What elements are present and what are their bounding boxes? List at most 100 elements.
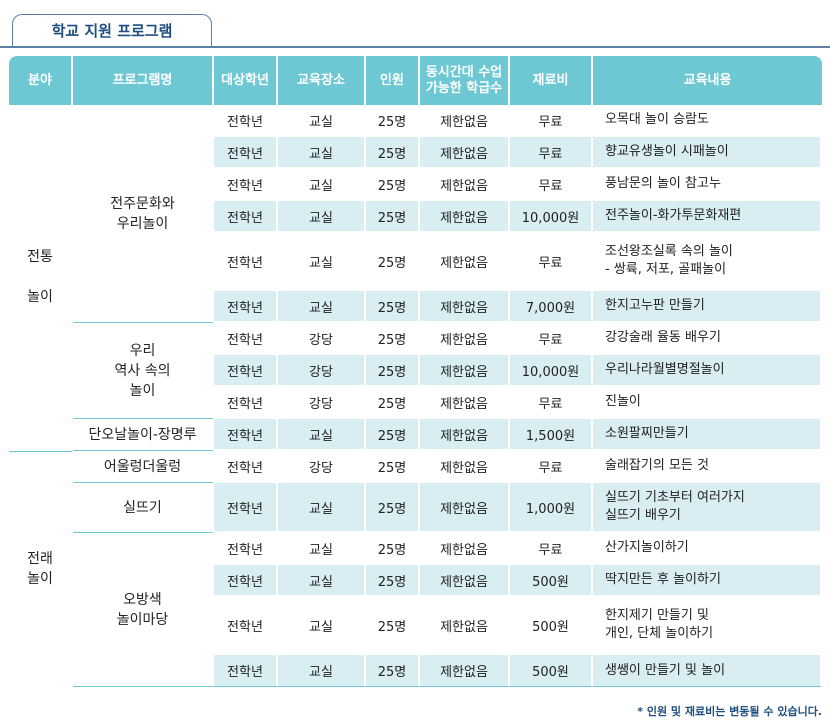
text-line: 풍남문의 놀이 참고누 [605, 176, 721, 191]
footnote: * 인원 및 재료비는 변동될 수 있습니다. [637, 705, 822, 718]
classes-cell: 제한없음 [420, 565, 510, 597]
people-cell: 25명 [366, 169, 420, 201]
grade-cell: 전학년 [214, 565, 278, 597]
classes-cell: 제한없음 [420, 137, 510, 169]
place-cell: 강당 [278, 451, 366, 483]
people-cell: 25명 [366, 483, 420, 533]
classes-cell: 제한없음 [420, 323, 510, 355]
classes-cell: 제한없음 [420, 387, 510, 419]
place-cell: 교실 [278, 655, 366, 687]
grade-cell: 전학년 [214, 323, 278, 355]
content-cell: 생쌩이 만들기 및 놀이 [593, 655, 822, 687]
grade-cell: 전학년 [214, 169, 278, 201]
place-cell: 강당 [278, 355, 366, 387]
fee-cell: 무료 [510, 387, 593, 419]
content-cell: 강강술래 율동 배우기 [593, 323, 822, 355]
text-line: 우리나라월별명절놀이 [605, 362, 725, 377]
text-line: 한지제기 만들기 및 [605, 608, 709, 623]
fee-cell: 10,000원 [510, 355, 593, 387]
place-cell: 교실 [278, 137, 366, 169]
fee-cell: 500원 [510, 597, 593, 655]
grade-cell: 전학년 [214, 355, 278, 387]
column-header: 동시간대 수업 가능한 학급수 [420, 56, 510, 105]
table-row: 전학년 교실 25명 제한없음 무료 풍남문의 놀이 참고누 [9, 169, 822, 201]
place-cell: 교실 [278, 597, 366, 655]
text-line: - 쌍륙, 저포, 골패놀이 [605, 262, 727, 277]
grade-cell: 전학년 [214, 291, 278, 323]
category-cell: 전통 놀이 [9, 105, 73, 451]
content-cell: 소원팔찌만들기 [593, 419, 822, 451]
people-cell: 25명 [366, 105, 420, 137]
fee-cell: 무료 [510, 105, 593, 137]
text-line: 전주놀이-화가투문화재편 [605, 208, 742, 223]
table-row: 전학년 교실 25명 제한없음 무료 조선왕조실록 속의 놀이 - 쌍륙, 저포, 골패놀이 [9, 233, 822, 291]
text-line: 오방색 [123, 591, 162, 608]
text-line: 조선왕조실록 속의 놀이 [605, 244, 733, 259]
text-line: 우리놀이 [116, 215, 169, 232]
classes-cell: 제한없음 [420, 451, 510, 483]
fee-cell: 500원 [510, 565, 593, 597]
grade-cell: 전학년 [214, 597, 278, 655]
table-row: 전통 놀이 전주문화와 우리놀이 전학년 교실 25명 제한없음 무료 오목대 놀이 승람도 [9, 105, 822, 451]
people-cell: 25명 [366, 291, 420, 323]
text-line: 분야 [28, 72, 52, 88]
table-body: 전통 놀이 전주문화와 우리놀이 전학년 교실 25명 제한없음 무료 오목대 놀이 승람도 전학… [9, 105, 822, 687]
grade-cell: 전학년 [214, 483, 278, 533]
classes-cell: 제한없음 [420, 355, 510, 387]
classes-cell: 제한없음 [420, 291, 510, 323]
table-row: 전학년 교실 25명 제한없음 10,000원 전주놀이-화가투문화재편 [9, 201, 822, 233]
fee-cell: 1,000원 [510, 483, 593, 533]
program-name-cell: 단오날놀이-장명루 [73, 419, 214, 451]
column-header: 대상학년 [214, 56, 278, 105]
grade-cell: 전학년 [214, 419, 278, 451]
text-line: 교육내용 [683, 72, 732, 88]
column-header: 교육내용 [593, 56, 822, 105]
text-line: 인원 [380, 72, 404, 88]
grade-cell: 전학년 [214, 533, 278, 565]
program-name-cell: 실뜨기 [73, 483, 214, 533]
text-line: 우리 [129, 342, 156, 359]
table-row: 전래 놀이 어울렁더울렁 전학년 강당 25명 제한없음 무료 술래잡기의 모든 것 [9, 451, 822, 687]
place-cell: 강당 [278, 323, 366, 355]
text-line: 역사 속의 [114, 362, 171, 379]
content-cell: 술래잡기의 모든 것 [593, 451, 822, 483]
program-name-cell: 우리 역사 속의 놀이 [73, 323, 214, 419]
text-line: 개인, 단체 놀이하기 [605, 626, 714, 641]
classes-cell: 제한없음 [420, 201, 510, 233]
column-header: 재료비 [510, 56, 593, 105]
table-row: 오방색 놀이마당 전학년 교실 25명 제한없음 무료 산가지놀이하기 [9, 533, 822, 687]
table-row: 전학년 교실 25명 제한없음 무료 향교유생놀이 시패놀이 [9, 137, 822, 169]
text-line: 놀이마당 [116, 611, 169, 628]
fee-cell: 무료 [510, 451, 593, 483]
classes-cell: 제한없음 [420, 233, 510, 291]
text-line: 딱지만든 후 놀이하기 [605, 572, 721, 587]
text-line [9, 267, 71, 287]
grade-cell: 전학년 [214, 137, 278, 169]
text-line: 전주문화와 [110, 195, 175, 212]
text-line: 전통 [27, 249, 53, 265]
page-title: 학교 지원 프로그램 [12, 14, 212, 47]
text-line: 전래 [27, 550, 53, 567]
table-row: 전학년 강당 25명 제한없음 10,000원 우리나라월별명절놀이 [9, 355, 822, 387]
text-line: 실뜨기 [123, 499, 162, 516]
content-cell: 향교유생놀이 시패놀이 [593, 137, 822, 169]
content-cell: 산가지놀이하기 [593, 533, 822, 565]
category-cell: 전래 놀이 [9, 451, 73, 687]
program-table: 분야 프로그램명 대상학년 교육장소 인원 동시간대 수업 가능한 학급수 재료비 교육내용 전… [9, 56, 822, 687]
table-row: 실뜨기 전학년 교실 25명 제한없음 1,000원 실뜨기 기초부터 여러가지 실뜨기 배우… [9, 483, 822, 533]
classes-cell: 제한없음 [420, 419, 510, 451]
people-cell: 25명 [366, 565, 420, 597]
place-cell: 교실 [278, 483, 366, 533]
grade-cell: 전학년 [214, 655, 278, 687]
table-row: 전학년 교실 25명 제한없음 500원 생쌩이 만들기 및 놀이 [9, 655, 822, 687]
people-cell: 25명 [366, 655, 420, 687]
people-cell: 25명 [366, 201, 420, 233]
column-header: 분야 [9, 56, 73, 105]
content-cell: 우리나라월별명절놀이 [593, 355, 822, 387]
place-cell: 교실 [278, 291, 366, 323]
classes-cell: 제한없음 [420, 533, 510, 565]
table-row: 전학년 교실 25명 제한없음 500원 한지제기 만들기 및 개인, 단체 놀이하기 [9, 597, 822, 655]
text-line: 실뜨기 기초부터 여러가지 [605, 490, 745, 505]
text-line: 교육장소 [297, 72, 345, 88]
